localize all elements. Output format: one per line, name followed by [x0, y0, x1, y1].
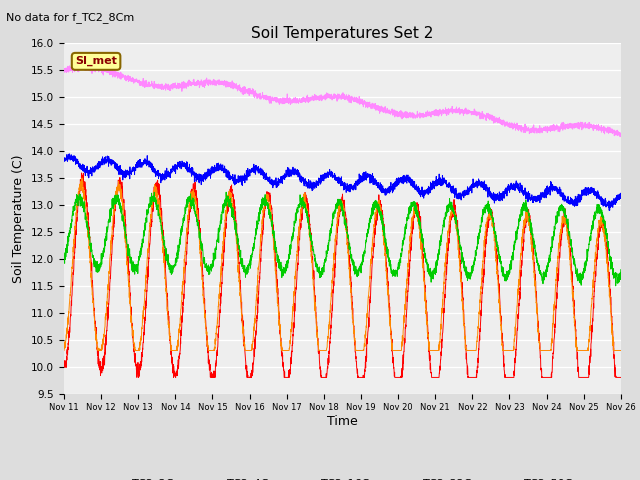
Text: No data for f_TC2_8Cm: No data for f_TC2_8Cm	[6, 12, 134, 23]
Legend: TC2_2Cm, TC2_4Cm, TC2_16Cm, TC2_32Cm, TC2_50Cm: TC2_2Cm, TC2_4Cm, TC2_16Cm, TC2_32Cm, TC…	[97, 473, 588, 480]
Y-axis label: Soil Temperature (C): Soil Temperature (C)	[12, 154, 26, 283]
Text: SI_met: SI_met	[75, 56, 117, 67]
Title: Soil Temperatures Set 2: Soil Temperatures Set 2	[252, 25, 433, 41]
X-axis label: Time: Time	[327, 415, 358, 428]
